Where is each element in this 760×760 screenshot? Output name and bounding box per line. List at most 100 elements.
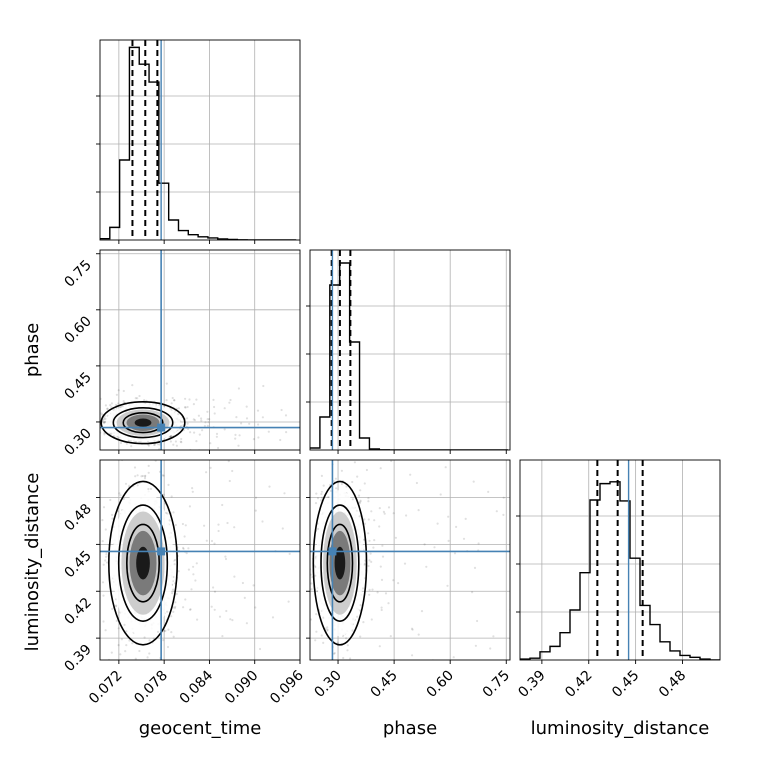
sample-point bbox=[306, 679, 308, 681]
sample-point bbox=[317, 527, 320, 531]
contour-level-0 bbox=[108, 480, 179, 646]
sample-point bbox=[111, 517, 114, 520]
sample-point bbox=[123, 455, 125, 457]
sample-point bbox=[226, 456, 228, 458]
sample-point bbox=[435, 399, 437, 401]
sample-point bbox=[362, 666, 364, 668]
sample-point bbox=[380, 578, 384, 582]
sample-point bbox=[397, 582, 400, 585]
sample-point bbox=[206, 418, 209, 421]
sample-point bbox=[254, 496, 258, 499]
x-tick-label: 0.078 bbox=[131, 668, 171, 708]
sample-point bbox=[322, 484, 325, 487]
sample-point bbox=[231, 469, 234, 473]
sample-point bbox=[154, 452, 156, 454]
truth-marker bbox=[328, 547, 337, 556]
sample-point bbox=[234, 433, 237, 436]
sample-point bbox=[238, 434, 241, 437]
sample-point bbox=[228, 479, 231, 483]
sample-point bbox=[102, 594, 105, 597]
sample-point bbox=[417, 509, 420, 512]
sample-point bbox=[102, 506, 106, 509]
sample-point bbox=[315, 630, 318, 633]
sample-point bbox=[105, 553, 108, 556]
axis-labels: geocent_time phase luminosity_distance p… bbox=[22, 323, 709, 739]
sample-point bbox=[235, 416, 238, 419]
sample-point bbox=[474, 644, 477, 647]
sample-point bbox=[316, 497, 320, 500]
sample-point bbox=[363, 518, 366, 521]
sample-point bbox=[462, 537, 466, 540]
sample-point bbox=[170, 615, 173, 618]
y-tick-label: 0.45 bbox=[61, 369, 94, 402]
sample-point bbox=[186, 417, 189, 420]
sample-point bbox=[104, 629, 107, 632]
sample-point bbox=[306, 513, 308, 515]
sample-point bbox=[102, 563, 105, 566]
sample-point bbox=[177, 570, 180, 573]
sample-point bbox=[383, 512, 386, 515]
sample-point bbox=[169, 435, 172, 438]
sample-point bbox=[368, 559, 371, 562]
sample-point bbox=[284, 414, 288, 417]
sample-point bbox=[117, 402, 120, 405]
sample-point bbox=[102, 420, 105, 424]
truth-marker bbox=[157, 423, 166, 432]
sample-point bbox=[152, 637, 155, 640]
sample-point bbox=[403, 562, 407, 565]
sample-point bbox=[158, 448, 161, 450]
sample-point bbox=[357, 487, 359, 489]
sample-point bbox=[193, 419, 196, 422]
sample-point bbox=[209, 442, 212, 445]
x-tick-label: 0.45 bbox=[368, 668, 401, 701]
sample-point bbox=[417, 633, 420, 636]
sample-point bbox=[153, 443, 157, 446]
sample-point bbox=[320, 492, 323, 496]
sample-point bbox=[138, 394, 141, 398]
sample-point bbox=[342, 706, 344, 708]
sample-point bbox=[204, 434, 206, 436]
sample-point bbox=[134, 657, 137, 660]
sample-point bbox=[217, 529, 220, 533]
sample-point bbox=[368, 593, 371, 596]
sample-point bbox=[314, 502, 318, 505]
sample-point bbox=[370, 510, 373, 513]
sample-point bbox=[205, 539, 208, 542]
sample-point bbox=[227, 460, 230, 463]
sample-point bbox=[367, 532, 370, 535]
sample-point bbox=[125, 630, 128, 633]
sample-point bbox=[413, 663, 415, 665]
sample-point bbox=[147, 471, 150, 474]
sample-point bbox=[411, 628, 414, 631]
sample-point bbox=[125, 644, 128, 647]
sample-point bbox=[125, 442, 128, 445]
sample-point bbox=[112, 408, 115, 411]
sample-point bbox=[146, 656, 149, 659]
sample-point bbox=[166, 512, 169, 515]
sample-point bbox=[182, 546, 185, 550]
contour-level-2 bbox=[326, 523, 354, 603]
sample-point bbox=[96, 609, 98, 611]
contour-level-1 bbox=[112, 407, 174, 439]
sample-point bbox=[110, 651, 113, 654]
sample-point bbox=[381, 662, 383, 664]
sample-point bbox=[380, 608, 383, 612]
sample-point bbox=[454, 433, 456, 435]
sample-point bbox=[415, 481, 418, 485]
sample-point bbox=[115, 619, 118, 623]
sample-point bbox=[119, 653, 122, 656]
sample-point bbox=[191, 487, 194, 490]
sample-point bbox=[110, 406, 113, 409]
sample-point bbox=[223, 428, 226, 431]
sample-point bbox=[205, 471, 208, 474]
sample-point bbox=[100, 412, 103, 415]
sample-point bbox=[101, 581, 105, 584]
sample-point bbox=[198, 433, 201, 436]
sample-point bbox=[472, 480, 475, 483]
sample-point bbox=[250, 404, 252, 406]
sample-point bbox=[167, 628, 170, 631]
panel-frame bbox=[99, 459, 301, 661]
sample-point bbox=[379, 436, 381, 438]
sample-point bbox=[363, 562, 367, 565]
sample-point bbox=[314, 639, 317, 642]
